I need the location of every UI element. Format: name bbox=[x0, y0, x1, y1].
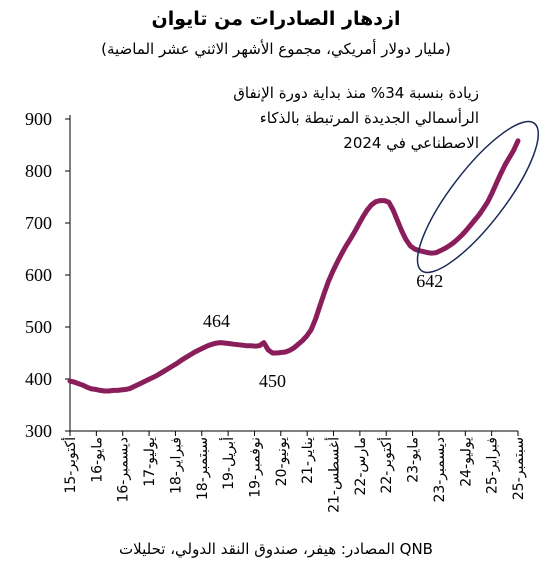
y-tick-label: 900 bbox=[25, 109, 52, 129]
x-tick-label: أكتوبر-22 bbox=[377, 437, 395, 494]
annotation-text: زيادة بنسبة 34% منذ بداية دورة الإنفاق ا… bbox=[233, 84, 479, 153]
x-tick-label: فبراير-25 bbox=[485, 437, 501, 494]
y-tick-label: 500 bbox=[25, 317, 52, 337]
x-tick-label: مايو-23 bbox=[406, 437, 422, 483]
data-label: 450 bbox=[259, 371, 286, 391]
y-tick-label: 700 bbox=[25, 213, 52, 233]
x-tick-label: أبريل-19 bbox=[219, 437, 237, 490]
x-tick-label: أكتوبر-15 bbox=[61, 437, 79, 494]
source-note: المصادر: هيفر، صندوق النقد الدولي، تحليل… bbox=[119, 540, 433, 558]
highlight-ellipse bbox=[416, 120, 540, 274]
x-tick-label: نوفمبر-19 bbox=[247, 437, 263, 498]
axes bbox=[69, 115, 518, 432]
x-tick-label: فبراير-18 bbox=[168, 437, 184, 494]
x-axis-ticks: أكتوبر-15 مايو-16 ديسمبر-16 يوليو-17 فبراير-… bbox=[61, 431, 527, 513]
x-tick-label: مايو-16 bbox=[89, 437, 105, 483]
x-tick-label: يناير-21 bbox=[300, 437, 316, 484]
y-tick-label: 400 bbox=[25, 369, 52, 389]
x-tick-label: يونيو-20 bbox=[274, 437, 290, 486]
data-label: 464 bbox=[203, 311, 230, 331]
x-tick-label: مارس-22 bbox=[353, 437, 369, 496]
x-tick-label: يوليو-17 bbox=[142, 437, 158, 487]
x-tick-label: أغسطس-21 bbox=[325, 437, 343, 513]
annotation-line-2: الرأسمالي الجديدة المرتبطة بالذكاء bbox=[260, 108, 479, 128]
y-axis-ticks: 300 400 500 600 700 800 900 bbox=[25, 109, 70, 441]
data-label: 642 bbox=[416, 271, 443, 291]
x-tick-label: ديسمبر-16 bbox=[116, 437, 132, 503]
data-labels: 464450642858 bbox=[203, 271, 443, 391]
y-tick-label: 300 bbox=[25, 421, 52, 441]
series-line bbox=[67, 138, 521, 394]
chart-title: ازدهار الصادرات من تايوان bbox=[151, 8, 401, 30]
y-tick-label: 600 bbox=[25, 265, 52, 285]
annotation-line-3: الاصطناعي في 2024 bbox=[343, 134, 479, 153]
x-tick-label: يوليو-24 bbox=[458, 437, 474, 487]
x-tick-label: سبتمبر-25 bbox=[511, 437, 527, 500]
annotation-line-1: زيادة بنسبة 34% منذ بداية دورة الإنفاق bbox=[233, 84, 479, 102]
x-tick-label: سبتمبر-18 bbox=[195, 437, 211, 500]
x-tick-label: ديسمبر-23 bbox=[432, 437, 448, 503]
y-tick-label: 800 bbox=[25, 161, 52, 181]
chart-subtitle: (مليار دولار أمريكي، مجموع الأشهر الاثني… bbox=[101, 40, 451, 58]
